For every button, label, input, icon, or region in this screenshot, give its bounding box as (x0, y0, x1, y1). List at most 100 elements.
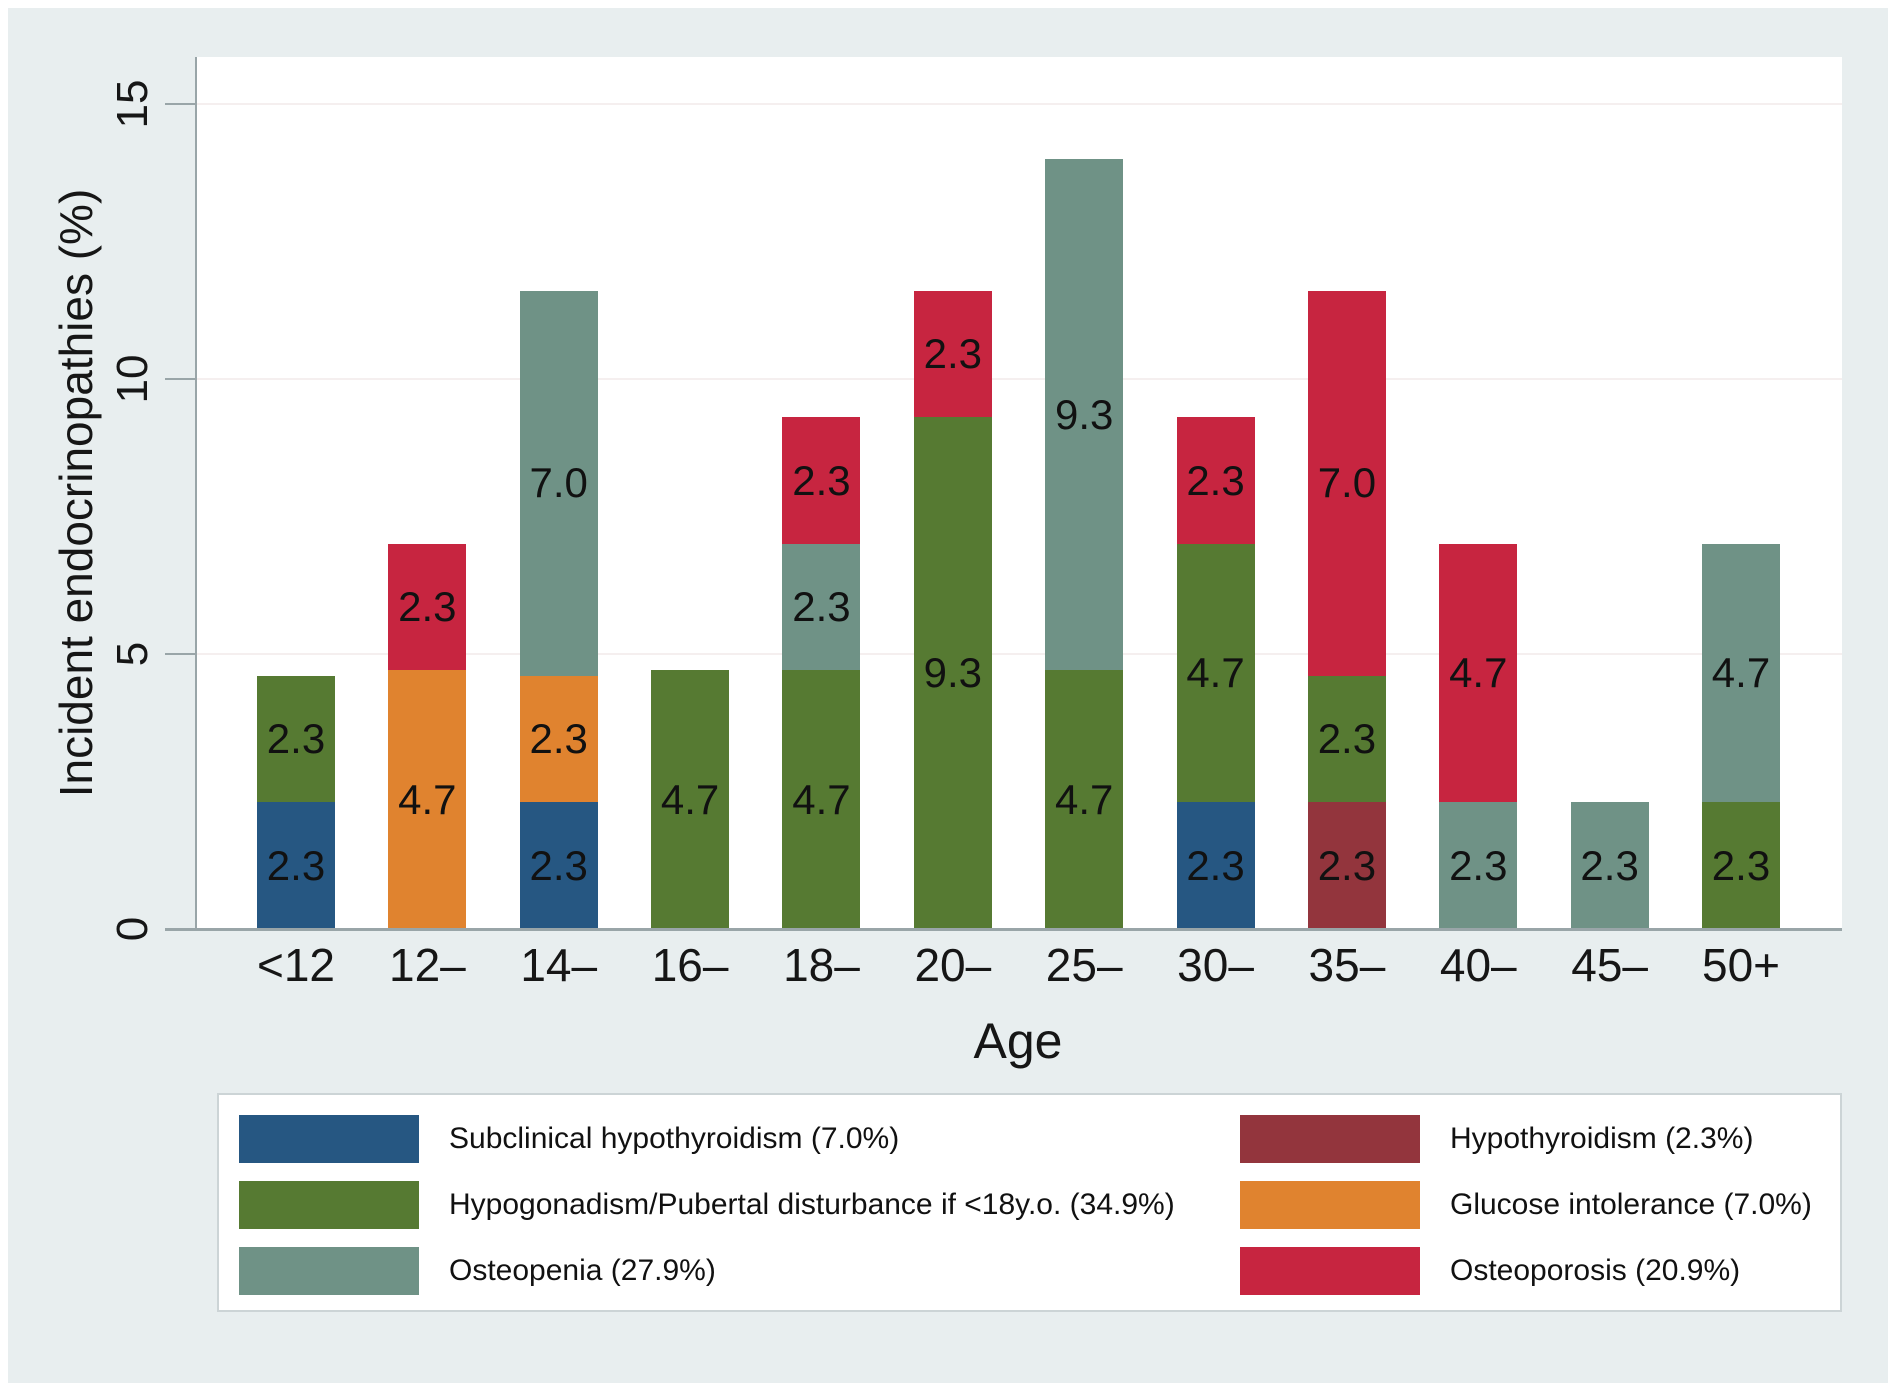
y-axis-line (195, 57, 197, 929)
x-tick-label-16–: 16– (651, 939, 729, 991)
legend-item-osteopenia: Osteopenia (27.9%) (239, 1247, 716, 1295)
x-tick-label-18–: 18– (783, 939, 860, 991)
bar-segment-subclinical-hypothyroidism: 2.3 (1176, 802, 1255, 929)
x-axis-title: Age (973, 1013, 1063, 1069)
bar-segment-value: 2.3 (1186, 841, 1245, 889)
legend-swatch-glucose-intolerance (1240, 1181, 1420, 1229)
bar-segment-osteoporosis: 2.3 (913, 290, 992, 418)
bar-<12: 2.3 2.3 (257, 675, 335, 929)
bar-25–: 4.7 9.3 (1045, 158, 1124, 929)
legend: Subclinical hypothyroidism (7.0%) Hypogon… (217, 1093, 1842, 1312)
bar-segment-value: 7.0 (529, 459, 588, 507)
legend-item-hypogonadism-pubertal-disturbance: Hypogonadism/Pubertal disturbance if <18… (239, 1181, 1175, 1229)
x-tick-label-12–: 12– (388, 939, 466, 991)
x-tick-label-20–: 20– (914, 939, 992, 991)
bar-segment-hypogonadism-pubertal-disturbance: 4.7 (782, 670, 861, 929)
bar-14–: 2.3 2.3 7.0 (519, 290, 598, 929)
bar-segment-osteopenia: 9.3 (1045, 158, 1124, 671)
bar-50+: 2.3 4.7 (1702, 543, 1780, 929)
bar-segment-osteoporosis: 2.3 (388, 543, 467, 671)
legend-label: Glucose intolerance (7.0%) (1450, 1188, 1812, 1221)
bar-segment-hypogonadism-pubertal-disturbance: 4.7 (651, 670, 730, 929)
x-tick-label-45–: 45– (1571, 939, 1648, 991)
bar-segment-value: 2.3 (792, 456, 851, 504)
legend-item-osteoporosis: Osteoporosis (20.9%) (1240, 1247, 1740, 1295)
bar-segment-osteopenia: 4.7 (1702, 543, 1780, 803)
bar-segment-value: 4.7 (398, 775, 457, 823)
bar-30–: 2.3 4.7 2.3 (1176, 417, 1255, 929)
y-tick-mark-10 (165, 377, 195, 380)
legend-label: Hypogonadism/Pubertal disturbance if <18… (449, 1188, 1175, 1221)
x-tick-label-25–: 25– (1045, 939, 1123, 991)
bar-segment-osteoporosis: 4.7 (1439, 543, 1518, 803)
bar-40–: 2.3 4.7 (1439, 543, 1518, 929)
bar-segment-value: 2.3 (1580, 841, 1639, 889)
y-tick-mark-0 (165, 928, 195, 930)
x-tick-label-50+: 50+ (1701, 939, 1781, 991)
y-tick-mark-5 (165, 652, 195, 655)
legend-label: Osteoporosis (20.9%) (1450, 1254, 1741, 1287)
bar-12–: 4.7 2.3 (388, 543, 467, 929)
bar-segment-subclinical-hypothyroidism: 2.3 (519, 802, 598, 929)
legend-swatch-subclinical-hypothyroidism (239, 1115, 419, 1163)
bar-segment-glucose-intolerance: 4.7 (388, 670, 467, 929)
y-tick-label-10: 10 (108, 354, 157, 404)
bar-segment-value: 4.7 (1186, 649, 1245, 697)
y-axis-title: Incident endocrinopathies (%) (50, 188, 102, 798)
plot-area: 2.3 2.3 4.7 2.3 2.3 2.3 7.0 4.7 4.7 2.3 2.3 9.3 2.3 4… (195, 57, 1842, 929)
bar-segment-hypogonadism-pubertal-disturbance: 2.3 (1702, 802, 1780, 929)
legend-item-glucose-intolerance: Glucose intolerance (7.0%) (1240, 1181, 1812, 1229)
bar-segment-hypothyroidism: 2.3 (1307, 802, 1386, 929)
bar-segment-value: 2.3 (398, 583, 457, 631)
legend-label: Osteopenia (27.9%) (449, 1254, 716, 1287)
bar-segment-value: 4.7 (792, 775, 851, 823)
x-tick-label-14–: 14– (520, 939, 598, 991)
bar-segment-hypogonadism-pubertal-disturbance: 4.7 (1176, 543, 1255, 803)
bar-segment-value: 9.3 (1054, 390, 1114, 438)
bar-segment-hypogonadism-pubertal-disturbance: 9.3 (913, 417, 992, 929)
bar-segment-hypogonadism-pubertal-disturbance: 4.7 (1045, 670, 1124, 929)
bar-segment-value: 2.3 (1317, 715, 1377, 763)
x-axis-line (165, 928, 1842, 931)
gridline-y-5 (197, 652, 1842, 655)
x-tick-label-40–: 40– (1439, 939, 1517, 991)
bar-segment-osteoporosis: 2.3 (782, 417, 861, 544)
x-tick-label-<12: <12 (256, 939, 336, 991)
legend-swatch-hypogonadism-pubertal-disturbance (239, 1181, 419, 1229)
gridline-y-15 (197, 102, 1842, 105)
bar-segment-value: 2.3 (1711, 841, 1771, 889)
gridline-y-10 (197, 377, 1842, 380)
bar-segment-value: 2.3 (923, 330, 982, 378)
bar-segment-osteopenia: 2.3 (1570, 802, 1649, 929)
y-tick-mark-15 (165, 102, 195, 105)
legend-label: Subclinical hypothyroidism (7.0%) (449, 1122, 900, 1155)
bar-segment-osteoporosis: 2.3 (1176, 417, 1255, 544)
legend-label: Hypothyroidism (2.3%) (1450, 1122, 1754, 1155)
bar-segment-subclinical-hypothyroidism: 2.3 (257, 802, 335, 929)
bar-segment-value: 2.3 (1449, 841, 1508, 889)
bar-segment-osteopenia: 2.3 (782, 543, 861, 671)
bar-35–: 2.3 2.3 7.0 (1307, 290, 1386, 929)
bar-segment-value: 4.7 (1711, 649, 1771, 697)
bar-45–: 2.3 (1570, 802, 1649, 929)
bar-segment-value: 4.7 (660, 775, 720, 823)
bar-segment-value: 2.3 (266, 715, 326, 763)
bar-segment-hypogonadism-pubertal-disturbance: 2.3 (257, 675, 335, 803)
bar-segment-value: 2.3 (1186, 456, 1245, 504)
y-tick-label-0: 0 (108, 916, 157, 942)
legend-swatch-hypothyroidism (1240, 1115, 1420, 1163)
bar-18–: 4.7 2.3 2.3 (782, 417, 861, 929)
bar-segment-hypogonadism-pubertal-disturbance: 2.3 (1307, 675, 1386, 803)
bar-segment-value: 2.3 (792, 583, 851, 631)
x-tick-label-35–: 35– (1308, 939, 1386, 991)
legend-item-subclinical-hypothyroidism: Subclinical hypothyroidism (7.0%) (239, 1115, 899, 1163)
legend-item-hypothyroidism: Hypothyroidism (2.3%) (1240, 1115, 1753, 1163)
bar-segment-glucose-intolerance: 2.3 (519, 675, 598, 803)
bar-segment-value: 2.3 (529, 841, 588, 889)
bar-segment-value: 2.3 (1317, 841, 1377, 889)
bar-segment-value: 2.3 (266, 841, 326, 889)
bar-segment-osteoporosis: 7.0 (1307, 290, 1386, 676)
bar-segment-value: 4.7 (1054, 775, 1114, 823)
y-tick-label-15: 15 (108, 79, 157, 129)
